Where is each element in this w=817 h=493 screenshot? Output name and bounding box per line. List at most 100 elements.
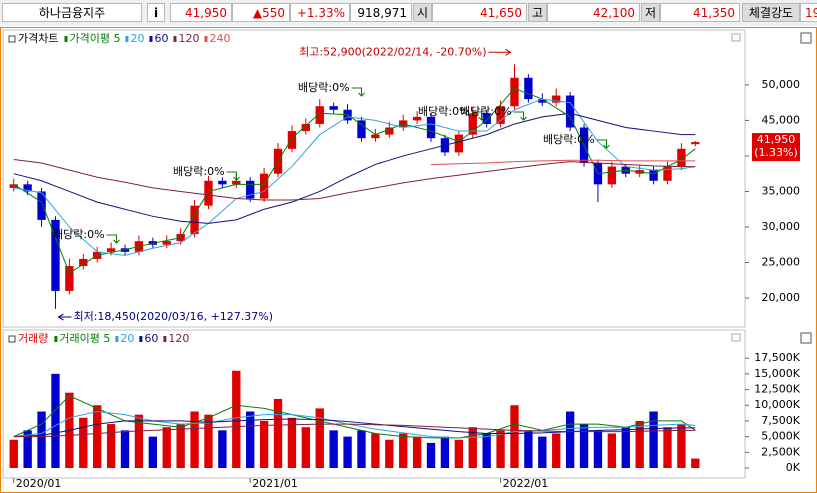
- volume-bar: [663, 427, 672, 468]
- maximize-button[interactable]: [800, 32, 812, 44]
- volume-bar: [691, 458, 700, 468]
- close-button[interactable]: [731, 333, 741, 342]
- open-label: 시: [413, 3, 432, 22]
- volume-bar: [635, 420, 644, 468]
- maximize-button[interactable]: [800, 332, 812, 344]
- candle-body: [677, 148, 686, 167]
- volume-bar: [9, 439, 18, 468]
- legend-swatch: [115, 336, 119, 342]
- volume-bar: [120, 430, 130, 468]
- candle-body: [649, 170, 658, 181]
- legend-swatch: [54, 336, 58, 342]
- price-panel: [2, 29, 746, 328]
- volume-bar: [287, 417, 297, 468]
- last-rate: (1.33%): [754, 146, 798, 159]
- volume-bar: [399, 433, 408, 468]
- legend-icon: [8, 35, 16, 43]
- legend-entry: 60: [144, 332, 158, 345]
- candle-body: [106, 248, 116, 252]
- legend-swatch: [163, 336, 167, 342]
- legend-entry: 240: [209, 32, 230, 45]
- candle-body: [232, 180, 241, 185]
- high-annotation: 최고:52,900(2022/02/14, -20.70%): [299, 45, 486, 58]
- y-tick-label: 10,000K: [754, 398, 800, 411]
- dividend-label: 배당락:0%: [460, 105, 512, 118]
- volume-bar: [371, 433, 380, 468]
- price: 41,950: [170, 3, 232, 22]
- volume-bar: [552, 433, 561, 468]
- volume-bar: [106, 424, 116, 468]
- moving-average: [13, 411, 696, 439]
- moving-average: [13, 423, 696, 438]
- volume: 918,971: [350, 3, 412, 22]
- volume-bar: [190, 411, 199, 468]
- dividend-label: 배당락:0%: [543, 133, 595, 146]
- y-tick-label: 50,000: [762, 78, 801, 91]
- candle-body: [65, 266, 74, 291]
- y-tick-label: 0K: [786, 461, 801, 474]
- volume-bar: [621, 427, 630, 468]
- y-tick-label: 35,000: [762, 184, 801, 197]
- moving-average: [13, 395, 696, 439]
- y-tick-label: 12,500K: [754, 383, 800, 396]
- candle-body: [259, 173, 269, 199]
- candle-body: [482, 113, 491, 124]
- high: 42,100: [547, 3, 640, 22]
- volume-bar: [37, 411, 46, 468]
- close-button[interactable]: [731, 33, 741, 42]
- y-tick-label: 17,500K: [754, 351, 800, 364]
- dividend-label: 배당락:0%: [173, 165, 225, 178]
- volume-bar: [162, 427, 171, 468]
- candle-body: [691, 142, 700, 145]
- legend-icon: [8, 335, 16, 343]
- legend-entry: 가격이평 5: [69, 32, 120, 45]
- volume-bar: [496, 430, 505, 468]
- moving-average: [13, 98, 696, 256]
- x-tick-label: 2020/01: [16, 477, 62, 490]
- last-price: 41,950: [757, 133, 796, 146]
- candle-body: [552, 95, 561, 103]
- y-tick-label: 5,000K: [761, 430, 800, 443]
- legend-title: 가격차트: [18, 32, 58, 45]
- volume-bar: [468, 427, 477, 468]
- info-button[interactable]: i: [147, 3, 165, 22]
- candle-body: [468, 113, 477, 135]
- rate: +1.33%: [290, 3, 350, 22]
- candle-body: [301, 123, 311, 132]
- candle-body: [190, 205, 199, 235]
- candle-body: [426, 116, 436, 139]
- legend-entry: 120: [168, 332, 189, 345]
- stock-name[interactable]: 하나금융지주: [2, 3, 142, 22]
- y-tick-label: 30,000: [762, 220, 801, 233]
- y-tick-label: 15,000K: [754, 367, 800, 380]
- volume-bar: [79, 417, 88, 468]
- volume-bar: [259, 420, 269, 468]
- open: 41,650: [432, 3, 527, 22]
- candle-body: [510, 77, 519, 107]
- dividend-arrow: [471, 111, 485, 121]
- candle-body: [565, 95, 575, 128]
- candle-body: [51, 219, 60, 291]
- candle-body: [218, 180, 227, 185]
- volume-bar: [385, 439, 394, 468]
- dividend-arrow: [351, 87, 365, 97]
- volume-bar: [565, 411, 575, 468]
- candle-body: [357, 120, 366, 139]
- legend-swatch: [139, 336, 143, 342]
- x-tick-label: 2021/01: [252, 477, 298, 490]
- volume-bar: [482, 433, 491, 468]
- high-label: 고: [528, 3, 547, 22]
- moving-average: [13, 418, 696, 438]
- volume-bar: [273, 398, 283, 468]
- volume-bar: [426, 442, 436, 468]
- candle-body: [538, 99, 547, 103]
- low-label: 저: [641, 3, 660, 22]
- y-tick-label: 7,500K: [761, 414, 800, 427]
- volume-bar: [510, 405, 519, 468]
- volume-bar: [204, 414, 213, 468]
- volume-bar: [412, 436, 422, 468]
- volume-bar: [524, 430, 533, 468]
- volume-bar: [440, 436, 450, 468]
- candle-body: [79, 258, 88, 267]
- moving-average: [431, 159, 696, 165]
